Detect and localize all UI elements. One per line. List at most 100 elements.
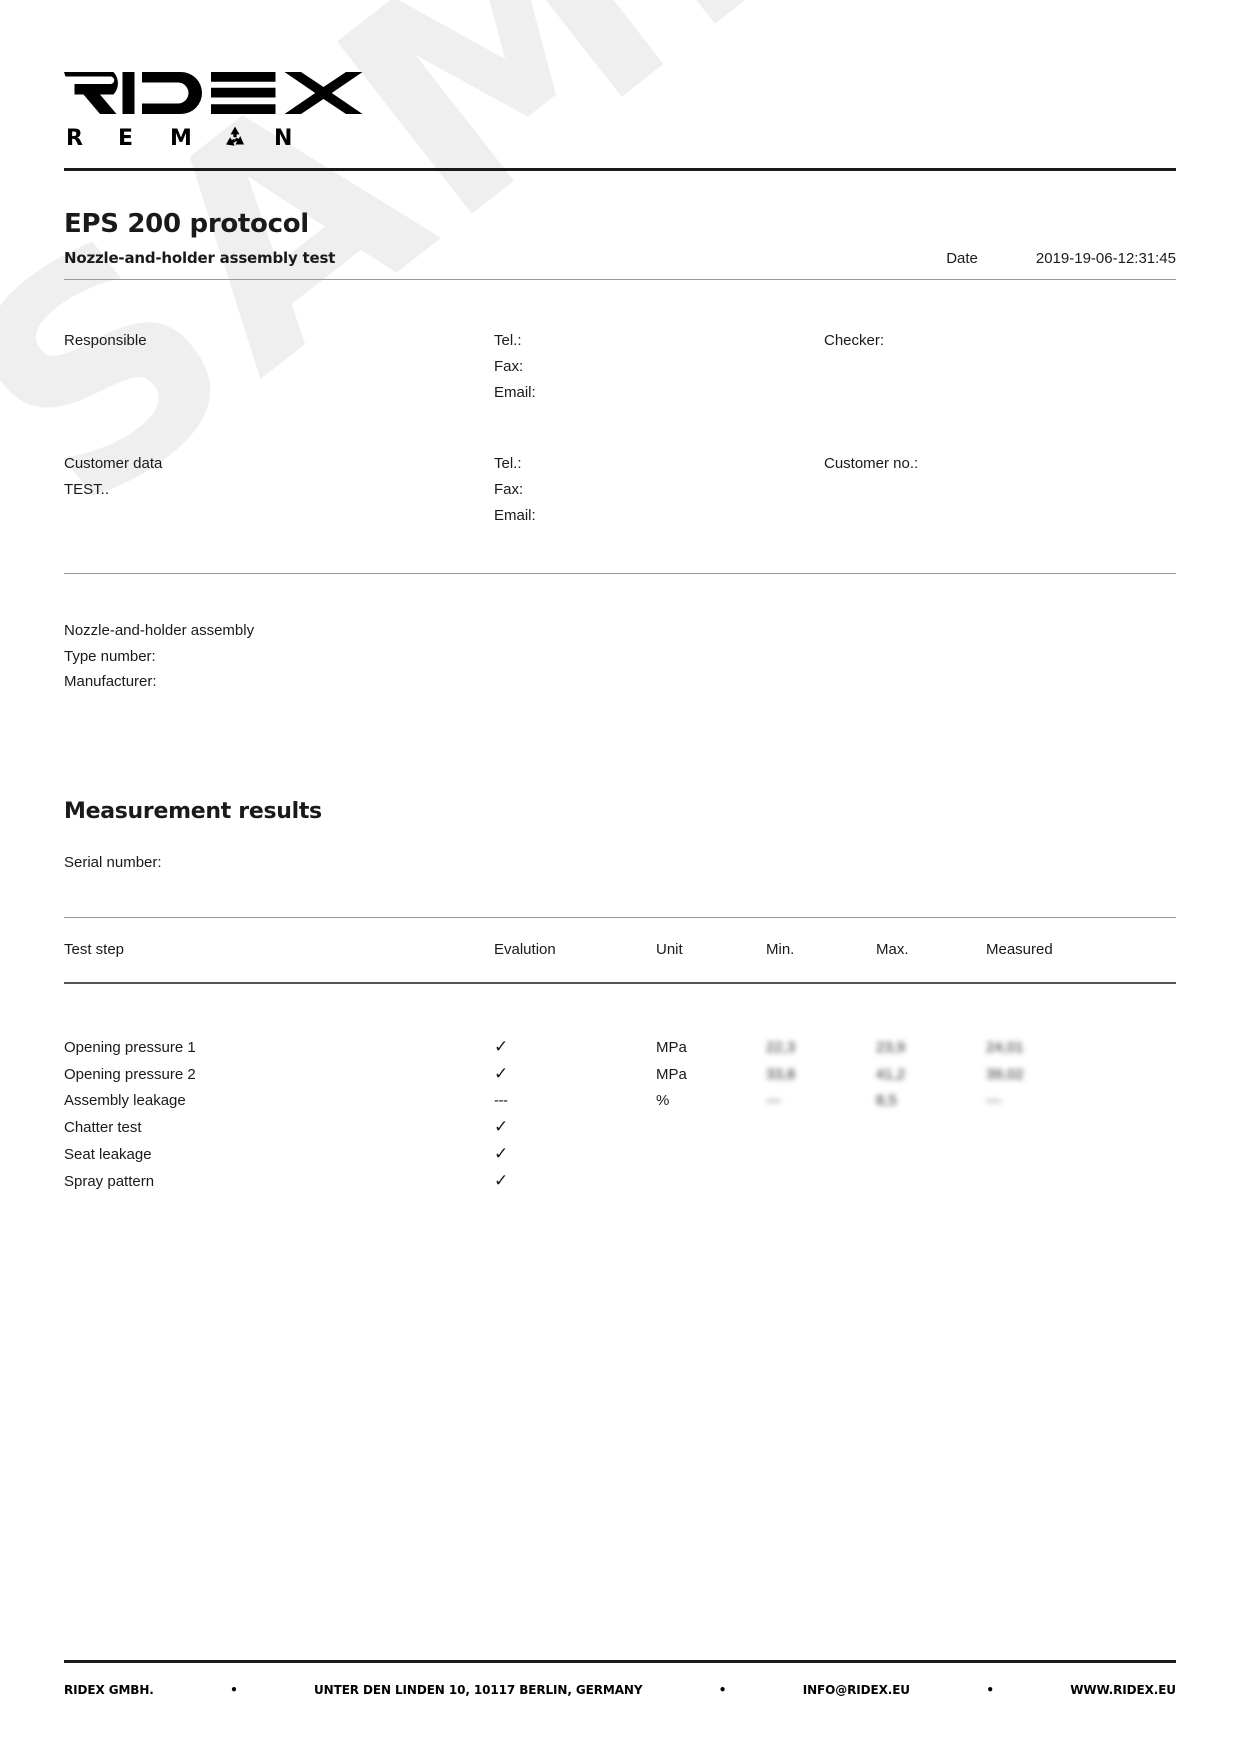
reman-letter-n: N: [274, 125, 293, 151]
cell-test-step: Spray pattern: [64, 1173, 155, 1191]
recycle-icon: [222, 125, 274, 151]
table-header: Test step Evalution Unit Min. Max. Measu…: [64, 918, 1176, 982]
assembly-type-number-label: Type number:: [64, 647, 156, 665]
table-header-rule-row: [64, 982, 1176, 1008]
cell-min: 33,8: [766, 1061, 876, 1088]
cell-test-step: Opening pressure 2: [64, 1066, 196, 1084]
cell-min-value: 22,3: [766, 1039, 796, 1057]
checker-column: Checker:: [824, 328, 1176, 405]
cell-min: [766, 1168, 876, 1195]
table-row: Opening pressure 1 ✓ MPa 22,3 23,9 24,01: [64, 1034, 1176, 1061]
cell-unit: MPa: [656, 1066, 687, 1084]
responsible-left-column: Responsible: [64, 328, 494, 405]
title-divider: [64, 279, 1176, 280]
header-divider: [64, 168, 1176, 171]
footer-separator-2: •: [718, 1683, 727, 1697]
customer-no-label: Customer no.:: [824, 455, 919, 473]
responsible-email-label: Email:: [494, 383, 536, 401]
customer-section: Customer data TEST.. Tel.: Fax: Email: C…: [64, 451, 1176, 528]
footer-separator-1: •: [230, 1683, 238, 1697]
cell-evaluation: ✓: [494, 1117, 509, 1137]
cell-measured: [986, 1141, 1176, 1168]
cell-max: 41,2: [876, 1061, 986, 1088]
column-header-measured: Measured: [986, 941, 1053, 959]
date-value: 2019-19-06-12:31:45: [1035, 250, 1176, 267]
footer-divider: [64, 1660, 1176, 1663]
reman-wordmark: R E M N: [66, 125, 1176, 151]
column-header-max: Max.: [876, 941, 909, 959]
cell-measured-value: 24,01: [986, 1039, 1024, 1057]
cell-measured: 39,02: [986, 1061, 1176, 1088]
cell-unit: [656, 1168, 766, 1195]
cell-test-step: Chatter test: [64, 1119, 142, 1137]
cell-max: 23,9: [876, 1034, 986, 1061]
customer-data-label: Customer data: [64, 455, 163, 473]
footer-separator-3: •: [986, 1683, 994, 1697]
customer-tel-label: Tel.:: [494, 455, 522, 473]
cell-measured-value: —: [986, 1092, 1001, 1110]
column-header-min: Min.: [766, 941, 795, 959]
table-header-row: Test step Evalution Unit Min. Max. Measu…: [64, 918, 1176, 982]
footer-website[interactable]: WWW.RIDEX.EU: [1070, 1683, 1176, 1697]
measurement-results-heading: Measurement results: [64, 799, 322, 825]
cell-min-value: 33,8: [766, 1066, 796, 1084]
cell-min: [766, 1114, 876, 1141]
page-subtitle: Nozzle-and-holder assembly test: [64, 249, 336, 267]
cell-measured: [986, 1114, 1176, 1141]
subtitle-row: Nozzle-and-holder assembly test Date 201…: [64, 249, 1176, 279]
customer-divider: [64, 572, 1176, 574]
page-title: EPS 200 protocol: [64, 209, 309, 239]
table-body-spacer: [64, 1008, 1176, 1034]
responsible-fax-label: Fax:: [494, 357, 524, 375]
document-content: R E M N EPS 200 protocol Nozzle-and-hold…: [64, 0, 1176, 1195]
spacer-before-assembly-rule: [64, 529, 1176, 573]
column-header-test-step: Test step: [64, 941, 125, 959]
measurement-results-table: Test step Evalution Unit Min. Max. Measu…: [64, 918, 1176, 1195]
spacer-between-info: [64, 405, 1176, 451]
cell-unit: %: [656, 1092, 670, 1110]
date-label: Date: [946, 250, 978, 267]
cell-measured: 24,01: [986, 1034, 1176, 1061]
reman-letter-m: M: [170, 125, 192, 151]
cell-min: [766, 1141, 876, 1168]
table-row: Assembly leakage --- % — 8,5 —: [64, 1088, 1176, 1114]
table-row: Spray pattern ✓: [64, 1168, 1176, 1195]
cell-max-value: 41,2: [876, 1066, 906, 1084]
cell-evaluation: ✓: [494, 1037, 509, 1057]
table-body-spacer-row: [64, 1008, 1176, 1034]
cell-evaluation: ✓: [494, 1171, 509, 1191]
table-row: Seat leakage ✓: [64, 1141, 1176, 1168]
table-header-divider: [64, 982, 1176, 985]
reman-letter-r: R: [66, 125, 83, 151]
customer-contact-column: Tel.: Fax: Email:: [494, 451, 824, 528]
spacer-after-title: [64, 280, 1176, 328]
column-header-evaluation: Evalution: [494, 941, 556, 959]
responsible-section: Responsible Tel.: Fax: Email: Checker:: [64, 328, 1176, 405]
cell-max-value: 23,9: [876, 1039, 906, 1057]
footer-email[interactable]: INFO@RIDEX.EU: [802, 1683, 910, 1697]
cell-min: —: [766, 1088, 876, 1114]
cell-measured: —: [986, 1088, 1176, 1114]
ridex-wordmark-icon: [64, 72, 363, 114]
cell-max: [876, 1141, 986, 1168]
cell-min-value: —: [766, 1092, 781, 1110]
cell-evaluation: ---: [494, 1092, 508, 1110]
responsible-tel-label: Tel.:: [494, 332, 522, 349]
table-body: Opening pressure 1 ✓ MPa 22,3 23,9 24,01…: [64, 982, 1176, 1195]
cell-max: 8,5: [876, 1088, 986, 1114]
table-header-rule: [64, 982, 1176, 1008]
responsible-label: Responsible: [64, 332, 147, 349]
cell-evaluation: ✓: [494, 1144, 509, 1164]
customer-no-column: Customer no.:: [824, 451, 1176, 528]
customer-left-column: Customer data TEST..: [64, 451, 494, 528]
cell-measured: [986, 1168, 1176, 1195]
cell-evaluation: ✓: [494, 1064, 509, 1084]
brand-logo: R E M N: [64, 0, 1176, 158]
cell-unit: [656, 1141, 766, 1168]
checker-label: Checker:: [824, 332, 885, 349]
footer-row: RIDEX GMBH. • UNTER DEN LINDEN 10, 10117…: [64, 1683, 1176, 1697]
assembly-title: Nozzle-and-holder assembly: [64, 621, 255, 639]
cell-unit: [656, 1114, 766, 1141]
cell-max: [876, 1168, 986, 1195]
